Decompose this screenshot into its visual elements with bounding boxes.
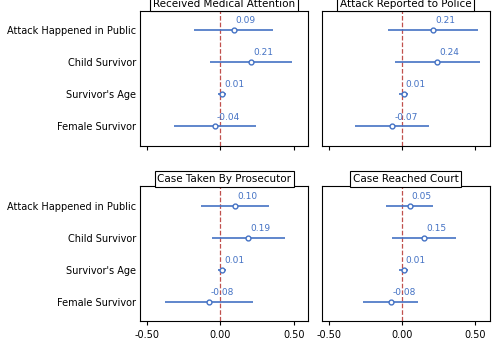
Text: -0.04: -0.04 xyxy=(217,113,240,122)
Text: 0.24: 0.24 xyxy=(440,48,460,57)
Text: 0.09: 0.09 xyxy=(236,16,256,25)
Text: 0.05: 0.05 xyxy=(412,192,432,201)
Text: -0.08: -0.08 xyxy=(392,288,416,297)
Text: 0.19: 0.19 xyxy=(250,224,270,233)
Text: 0.15: 0.15 xyxy=(426,224,446,233)
Text: -0.07: -0.07 xyxy=(394,113,417,122)
Title: Case Reached Court: Case Reached Court xyxy=(353,174,459,184)
Text: 0.01: 0.01 xyxy=(224,256,244,265)
Text: 0.21: 0.21 xyxy=(254,48,274,57)
Text: 0.10: 0.10 xyxy=(238,192,258,201)
Text: -0.08: -0.08 xyxy=(211,288,234,297)
Title: Case Taken By Prosecutor: Case Taken By Prosecutor xyxy=(157,174,291,184)
Text: 0.01: 0.01 xyxy=(406,256,426,265)
Text: 0.01: 0.01 xyxy=(406,80,426,90)
Text: 0.21: 0.21 xyxy=(435,16,455,25)
Title: Attack Reported to Police: Attack Reported to Police xyxy=(340,0,471,9)
Title: Received Medical Attention: Received Medical Attention xyxy=(153,0,295,9)
Text: 0.01: 0.01 xyxy=(224,80,244,90)
